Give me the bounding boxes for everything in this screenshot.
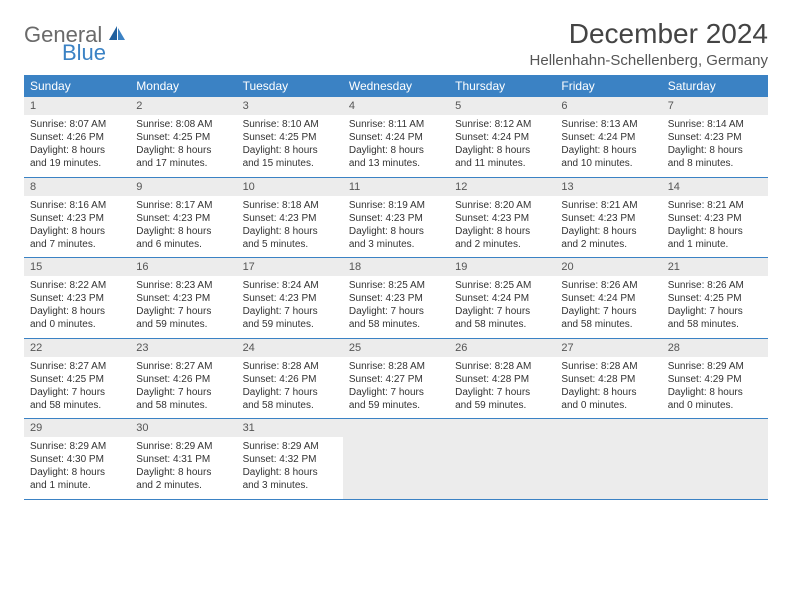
day-number-cell: 31 — [237, 419, 343, 438]
weekday-header-row: Sunday Monday Tuesday Wednesday Thursday… — [24, 75, 768, 97]
day-data-cell: Sunrise: 8:24 AMSunset: 4:23 PMDaylight:… — [237, 276, 343, 338]
day-data-cell: Sunrise: 8:29 AMSunset: 4:30 PMDaylight:… — [24, 437, 130, 499]
day-data-cell — [555, 437, 661, 499]
day-number-row: 22232425262728 — [24, 338, 768, 357]
day-number-cell: 16 — [130, 258, 236, 277]
day-data-cell: Sunrise: 8:28 AMSunset: 4:28 PMDaylight:… — [555, 357, 661, 419]
weekday-header: Tuesday — [237, 75, 343, 97]
day-data-cell: Sunrise: 8:19 AMSunset: 4:23 PMDaylight:… — [343, 196, 449, 258]
day-data-cell: Sunrise: 8:17 AMSunset: 4:23 PMDaylight:… — [130, 196, 236, 258]
day-data-cell: Sunrise: 8:08 AMSunset: 4:25 PMDaylight:… — [130, 115, 236, 177]
day-data-cell: Sunrise: 8:25 AMSunset: 4:24 PMDaylight:… — [449, 276, 555, 338]
day-data-cell: Sunrise: 8:13 AMSunset: 4:24 PMDaylight:… — [555, 115, 661, 177]
day-number-cell: 5 — [449, 97, 555, 115]
day-number-cell: 1 — [24, 97, 130, 115]
day-number-cell: 27 — [555, 338, 661, 357]
day-data-cell — [662, 437, 768, 499]
calendar-table: Sunday Monday Tuesday Wednesday Thursday… — [24, 75, 768, 500]
day-number-cell: 25 — [343, 338, 449, 357]
logo: General Blue — [24, 18, 127, 63]
weekday-header: Friday — [555, 75, 661, 97]
day-data-cell: Sunrise: 8:20 AMSunset: 4:23 PMDaylight:… — [449, 196, 555, 258]
day-number-cell: 26 — [449, 338, 555, 357]
day-data-row: Sunrise: 8:29 AMSunset: 4:30 PMDaylight:… — [24, 437, 768, 499]
day-data-cell: Sunrise: 8:07 AMSunset: 4:26 PMDaylight:… — [24, 115, 130, 177]
weekday-header: Wednesday — [343, 75, 449, 97]
day-number-cell — [343, 419, 449, 438]
day-number-cell — [449, 419, 555, 438]
page-header: General Blue December 2024 Hellenhahn-Sc… — [24, 18, 768, 69]
day-number-cell: 11 — [343, 177, 449, 196]
day-number-cell: 14 — [662, 177, 768, 196]
day-data-cell: Sunrise: 8:28 AMSunset: 4:26 PMDaylight:… — [237, 357, 343, 419]
day-number-cell: 22 — [24, 338, 130, 357]
day-number-cell: 28 — [662, 338, 768, 357]
day-data-cell: Sunrise: 8:29 AMSunset: 4:29 PMDaylight:… — [662, 357, 768, 419]
day-number-cell: 19 — [449, 258, 555, 277]
day-data-cell: Sunrise: 8:29 AMSunset: 4:31 PMDaylight:… — [130, 437, 236, 499]
day-number-cell: 21 — [662, 258, 768, 277]
weekday-header: Saturday — [662, 75, 768, 97]
day-number-cell: 4 — [343, 97, 449, 115]
day-data-cell: Sunrise: 8:28 AMSunset: 4:27 PMDaylight:… — [343, 357, 449, 419]
day-data-cell: Sunrise: 8:22 AMSunset: 4:23 PMDaylight:… — [24, 276, 130, 338]
day-number-cell: 20 — [555, 258, 661, 277]
day-number-cell — [662, 419, 768, 438]
day-number-cell: 8 — [24, 177, 130, 196]
location-label: Hellenhahn-Schellenberg, Germany — [530, 52, 768, 69]
day-data-cell — [449, 437, 555, 499]
day-data-cell: Sunrise: 8:26 AMSunset: 4:24 PMDaylight:… — [555, 276, 661, 338]
day-number-row: 1234567 — [24, 97, 768, 115]
day-data-cell: Sunrise: 8:23 AMSunset: 4:23 PMDaylight:… — [130, 276, 236, 338]
logo-sail-icon — [107, 24, 127, 47]
day-number-cell: 9 — [130, 177, 236, 196]
day-number-cell: 23 — [130, 338, 236, 357]
day-data-row: Sunrise: 8:07 AMSunset: 4:26 PMDaylight:… — [24, 115, 768, 177]
day-number-cell — [555, 419, 661, 438]
day-data-cell: Sunrise: 8:11 AMSunset: 4:24 PMDaylight:… — [343, 115, 449, 177]
day-number-cell: 30 — [130, 419, 236, 438]
day-data-row: Sunrise: 8:16 AMSunset: 4:23 PMDaylight:… — [24, 196, 768, 258]
day-number-cell: 17 — [237, 258, 343, 277]
title-block: December 2024 Hellenhahn-Schellenberg, G… — [530, 18, 768, 69]
weekday-header: Thursday — [449, 75, 555, 97]
day-number-cell: 3 — [237, 97, 343, 115]
day-number-cell: 6 — [555, 97, 661, 115]
day-data-cell: Sunrise: 8:26 AMSunset: 4:25 PMDaylight:… — [662, 276, 768, 338]
day-data-cell: Sunrise: 8:28 AMSunset: 4:28 PMDaylight:… — [449, 357, 555, 419]
day-data-cell — [343, 437, 449, 499]
day-data-cell: Sunrise: 8:16 AMSunset: 4:23 PMDaylight:… — [24, 196, 130, 258]
day-data-cell: Sunrise: 8:25 AMSunset: 4:23 PMDaylight:… — [343, 276, 449, 338]
day-data-cell: Sunrise: 8:10 AMSunset: 4:25 PMDaylight:… — [237, 115, 343, 177]
day-data-cell: Sunrise: 8:29 AMSunset: 4:32 PMDaylight:… — [237, 437, 343, 499]
day-number-cell: 12 — [449, 177, 555, 196]
weekday-header: Monday — [130, 75, 236, 97]
day-data-cell: Sunrise: 8:27 AMSunset: 4:25 PMDaylight:… — [24, 357, 130, 419]
day-number-cell: 15 — [24, 258, 130, 277]
day-number-cell: 18 — [343, 258, 449, 277]
day-data-cell: Sunrise: 8:27 AMSunset: 4:26 PMDaylight:… — [130, 357, 236, 419]
weekday-header: Sunday — [24, 75, 130, 97]
day-data-cell: Sunrise: 8:21 AMSunset: 4:23 PMDaylight:… — [555, 196, 661, 258]
day-number-cell: 24 — [237, 338, 343, 357]
day-data-row: Sunrise: 8:27 AMSunset: 4:25 PMDaylight:… — [24, 357, 768, 419]
day-number-cell: 13 — [555, 177, 661, 196]
day-number-row: 293031 — [24, 419, 768, 438]
day-number-cell: 7 — [662, 97, 768, 115]
day-number-row: 891011121314 — [24, 177, 768, 196]
day-number-cell: 29 — [24, 419, 130, 438]
day-number-cell: 10 — [237, 177, 343, 196]
day-data-row: Sunrise: 8:22 AMSunset: 4:23 PMDaylight:… — [24, 276, 768, 338]
day-number-row: 15161718192021 — [24, 258, 768, 277]
day-data-cell: Sunrise: 8:12 AMSunset: 4:24 PMDaylight:… — [449, 115, 555, 177]
day-data-cell: Sunrise: 8:14 AMSunset: 4:23 PMDaylight:… — [662, 115, 768, 177]
day-data-cell: Sunrise: 8:18 AMSunset: 4:23 PMDaylight:… — [237, 196, 343, 258]
day-number-cell: 2 — [130, 97, 236, 115]
day-data-cell: Sunrise: 8:21 AMSunset: 4:23 PMDaylight:… — [662, 196, 768, 258]
month-title: December 2024 — [530, 18, 768, 50]
